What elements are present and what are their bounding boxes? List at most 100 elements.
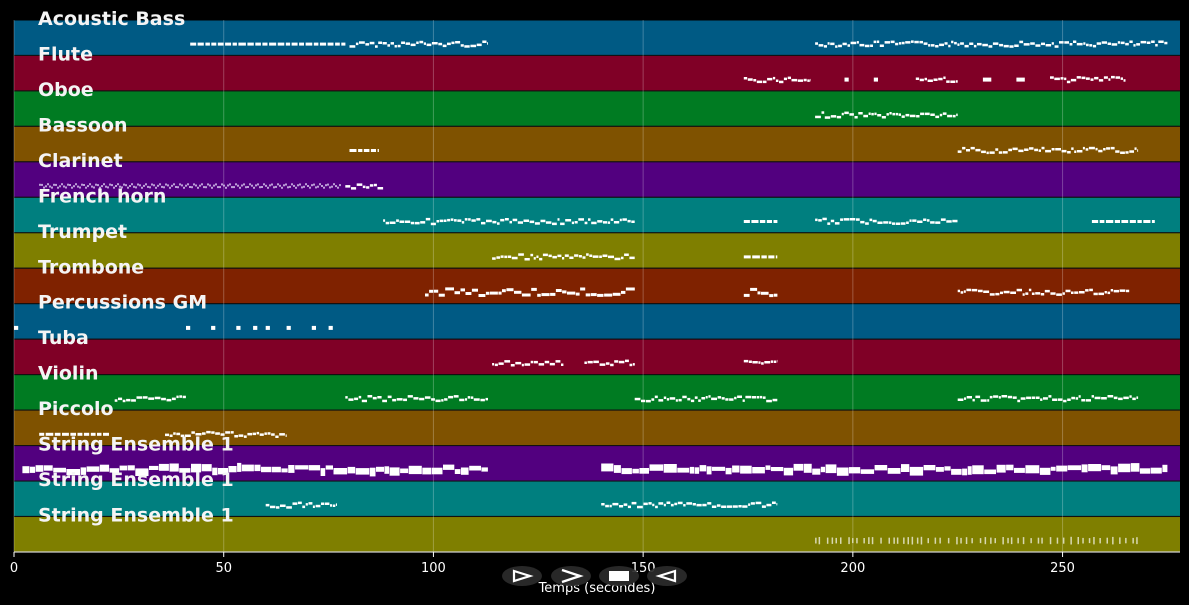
note [550,292,556,296]
note [345,396,348,399]
note [578,218,584,221]
note [772,76,776,80]
note [1103,76,1108,79]
note [1010,291,1016,294]
note [1014,44,1019,47]
note [261,186,263,188]
note [947,114,953,118]
note [1125,151,1129,154]
note [1008,148,1012,152]
note [410,221,414,225]
note [658,502,664,505]
note [838,44,842,48]
note [725,467,732,475]
note [341,42,346,46]
note [1055,148,1061,151]
track-label: String Ensemble 1 [38,505,234,527]
note [1028,288,1032,292]
note [834,222,840,225]
note [993,395,999,398]
note [928,44,931,47]
note [886,113,889,116]
note [99,186,101,189]
note [960,42,964,45]
note [737,395,742,398]
track-notes [265,501,778,509]
note [238,434,244,437]
note [745,395,752,399]
stop-button[interactable] [599,566,639,586]
note [980,399,987,402]
note [476,43,482,47]
note [405,42,410,45]
note [967,466,972,475]
note [1017,537,1019,544]
note [677,501,683,505]
note [820,466,826,473]
note [71,186,73,189]
note [141,186,143,189]
note [625,287,635,291]
note [895,42,899,46]
note [165,433,169,437]
note [137,183,139,186]
note [877,221,883,224]
note [963,290,966,293]
note [604,293,613,297]
note [569,256,574,259]
note [251,184,253,187]
note [225,431,231,434]
note [990,537,992,544]
note [787,76,791,80]
note [1041,146,1045,150]
note [179,183,181,186]
play-button[interactable] [551,566,591,586]
note [909,114,916,118]
note [783,467,794,476]
note [946,80,950,83]
forward-button[interactable] [647,566,687,586]
note [988,45,993,48]
note [827,42,830,45]
note [327,42,334,46]
note [329,186,331,189]
note [182,395,186,399]
note [707,502,712,505]
note [1115,150,1120,153]
note [663,503,666,507]
note [1150,467,1162,474]
note [836,467,849,476]
note [267,186,269,189]
note [480,398,485,402]
note [1132,537,1134,544]
note [818,219,822,222]
note [1119,537,1121,544]
note [363,149,370,152]
note [1113,396,1118,400]
note [950,80,956,83]
note [325,465,333,470]
note [500,255,504,258]
track-notes [22,462,1168,477]
note [1054,45,1059,48]
note [578,255,582,258]
note [122,399,126,403]
note [1132,397,1136,401]
note [213,184,215,187]
note [1064,77,1067,81]
note [863,538,865,544]
note [927,79,933,82]
note [361,399,367,403]
track-lane [14,20,1180,55]
note [1112,536,1114,545]
note [308,465,321,471]
note [473,398,480,401]
note [565,219,572,222]
note [257,183,259,186]
rewind-button[interactable] [502,566,542,586]
note [919,40,923,44]
note [448,395,454,399]
note [454,291,460,295]
note [835,45,838,48]
note [761,362,764,365]
